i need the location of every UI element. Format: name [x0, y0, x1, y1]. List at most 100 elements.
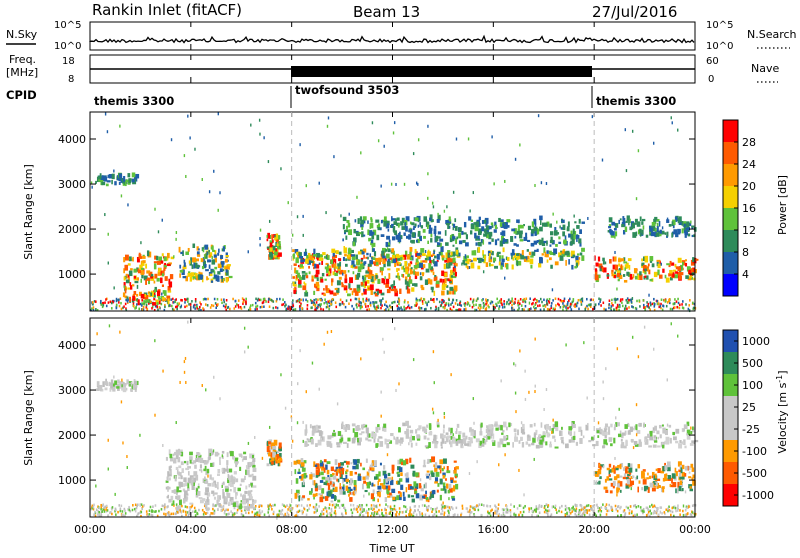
echo-cell	[683, 307, 685, 310]
echo-cell	[615, 231, 617, 236]
echo-cell	[328, 507, 330, 510]
echo-cell	[441, 271, 444, 276]
echo-cell	[424, 435, 427, 439]
echo-cell	[201, 258, 203, 261]
echo-cell	[633, 505, 635, 508]
echo-cell	[345, 512, 347, 515]
echo-cell	[369, 260, 373, 264]
echo-cell	[167, 486, 169, 492]
echo-cell	[474, 508, 476, 511]
echo-cell	[466, 255, 469, 258]
nsky-left-tick-top: 10^5	[54, 20, 81, 31]
echo-cell	[239, 506, 241, 509]
echo-cell	[686, 513, 688, 516]
echo-cell	[198, 483, 200, 485]
echo-cell	[395, 218, 397, 221]
echo-cell	[398, 224, 400, 228]
echo-cell	[460, 304, 462, 307]
echo-cell	[318, 485, 321, 490]
echo-cell	[634, 233, 636, 238]
echo-cell	[263, 298, 265, 301]
echo-cell	[172, 308, 174, 311]
echo-cell	[691, 225, 694, 227]
echo-cell	[634, 441, 638, 445]
echo-cell	[691, 514, 693, 517]
echo-cell	[102, 175, 104, 178]
echo-cell	[611, 506, 613, 509]
echo-cell	[377, 481, 379, 485]
echo-cell	[391, 489, 395, 493]
echo-cell	[535, 510, 537, 513]
echo-cell	[525, 233, 527, 238]
echo-cell	[398, 303, 400, 306]
echo-cell	[453, 514, 455, 517]
echo-cell	[219, 457, 221, 462]
echo-cell	[371, 467, 374, 470]
echo-cell	[187, 461, 189, 465]
echo-cell	[537, 305, 539, 308]
echo-cell	[499, 305, 501, 308]
echo-cell	[337, 280, 341, 285]
echo-cell	[393, 259, 397, 263]
echo-cell	[686, 433, 688, 435]
echo-cell	[427, 471, 430, 473]
echo-cell	[210, 306, 212, 309]
echo-cell	[419, 263, 423, 268]
echo-cell	[132, 296, 135, 301]
echo-cell	[404, 301, 406, 304]
echo-cell	[226, 299, 228, 302]
echo-cell	[339, 468, 341, 473]
echo-cell	[217, 469, 220, 473]
echo-cell	[167, 477, 169, 481]
echo-cell	[326, 481, 328, 483]
echo-cell	[672, 432, 675, 435]
echo-cell	[625, 431, 627, 435]
echo-cell	[112, 506, 114, 509]
echo-cell	[624, 308, 626, 311]
echo-cell	[233, 487, 236, 492]
echo-cell	[688, 505, 690, 508]
echo-cell	[387, 505, 389, 508]
echo-cell	[455, 302, 457, 305]
echo-cell	[587, 308, 589, 311]
echo-cell	[204, 298, 206, 301]
echo-cell	[544, 505, 546, 508]
echo-cell	[414, 265, 418, 268]
echo-cell	[303, 479, 305, 485]
echo-cell	[628, 219, 630, 225]
echo-cell	[433, 259, 435, 264]
echo-cell	[666, 305, 668, 308]
echo-cell	[180, 482, 183, 487]
echo-cell	[410, 430, 413, 434]
echo-cell	[447, 510, 449, 513]
echo-cell	[517, 507, 519, 510]
echo-cell	[398, 513, 400, 516]
echo-cell	[158, 230, 159, 233]
nsky-right-tick-bottom: 10^0	[706, 41, 733, 52]
echo-cell	[661, 512, 663, 515]
echo-cell	[272, 246, 275, 251]
echo-cell	[258, 506, 260, 509]
echo-cell	[673, 229, 677, 234]
echo-cell	[532, 302, 534, 305]
echo-cell	[359, 438, 362, 442]
echo-cell	[417, 183, 418, 186]
echo-cell	[259, 133, 260, 136]
echo-cell	[367, 305, 369, 308]
echo-cell	[434, 255, 437, 258]
echo-cell	[532, 438, 536, 443]
echo-cell	[177, 302, 179, 305]
echo-cell	[602, 266, 604, 271]
echo-cell	[226, 269, 228, 272]
echo-cell	[679, 216, 682, 222]
echo-cell	[292, 234, 293, 237]
echo-cell	[487, 299, 489, 302]
echo-cell	[573, 508, 575, 511]
echo-cell	[428, 278, 431, 283]
echo-cell	[545, 509, 547, 512]
echo-cell	[672, 121, 673, 124]
echo-cell	[256, 308, 258, 311]
echo-cell	[315, 507, 317, 510]
echo-cell	[353, 508, 355, 511]
echo-cell	[529, 297, 531, 300]
